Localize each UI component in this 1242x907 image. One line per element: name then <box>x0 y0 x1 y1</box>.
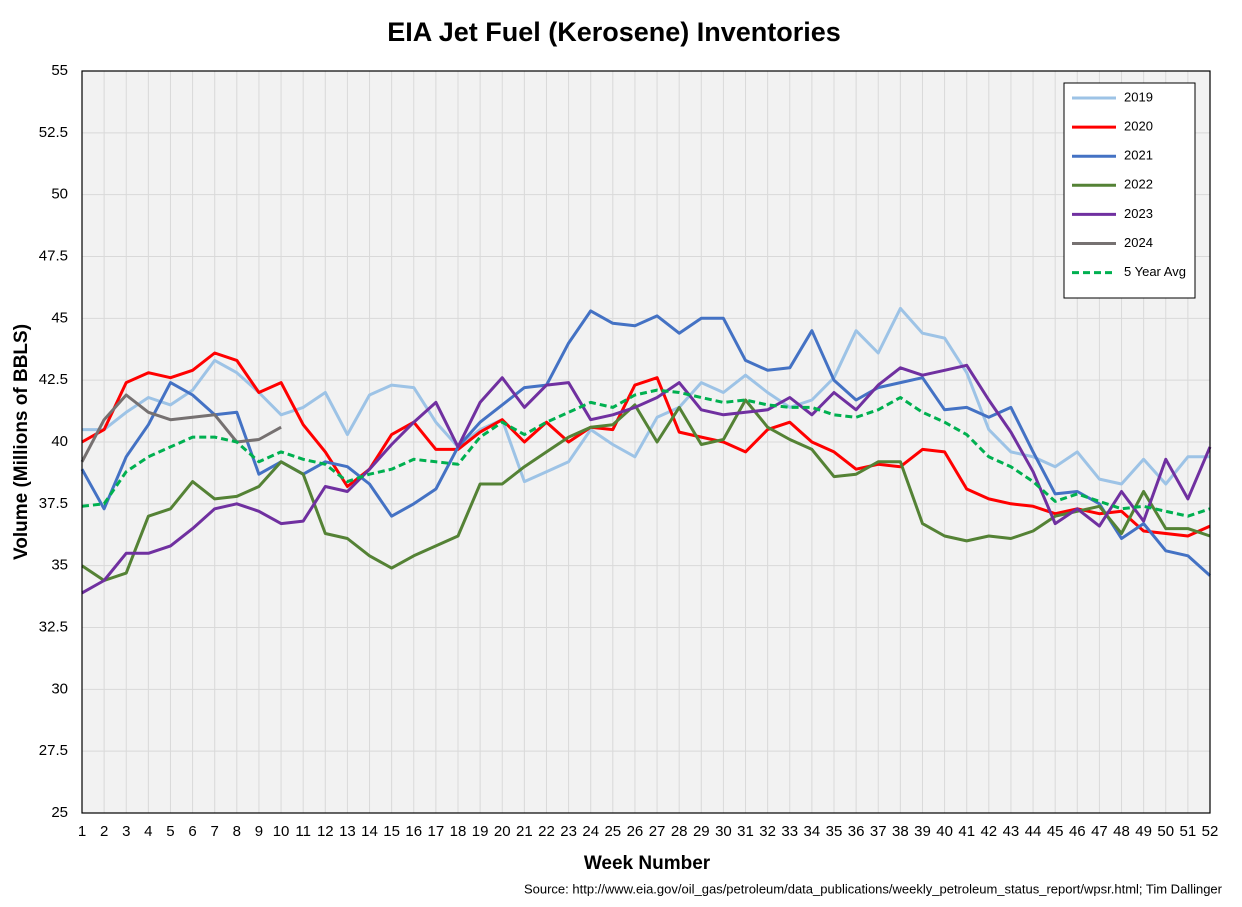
x-tick-label: 45 <box>1047 823 1064 840</box>
x-tick-label: 46 <box>1069 823 1086 840</box>
x-tick-label: 6 <box>188 823 196 840</box>
lines <box>80 306 1212 595</box>
x-tick-label: 9 <box>255 823 263 840</box>
x-tick-label: 27 <box>649 823 666 840</box>
y-tick-label: 55 <box>51 62 68 79</box>
x-tick-label: 21 <box>516 823 533 840</box>
x-tick-label: 23 <box>560 823 577 840</box>
x-tick-label: 14 <box>361 823 378 840</box>
x-tick-label: 17 <box>428 823 445 840</box>
y-tick-label: 47.5 <box>39 247 68 264</box>
y-tick-label: 32.5 <box>39 618 68 635</box>
plot-border <box>81 70 1211 814</box>
x-tick-label: 47 <box>1091 823 1108 840</box>
x-tick-label: 12 <box>317 823 334 840</box>
x-tick-label: 8 <box>233 823 241 840</box>
x-tick-label: 26 <box>627 823 644 840</box>
x-tick-label: 51 <box>1180 823 1197 840</box>
x-tick-label: 31 <box>737 823 754 840</box>
x-tick-label: 15 <box>383 823 400 840</box>
y-tick-label: 45 <box>51 309 68 326</box>
x-tick-label: 24 <box>582 823 599 840</box>
x-tick-label: 29 <box>693 823 710 840</box>
x-tick-label: 25 <box>604 823 621 840</box>
legend-label: 5 Year Avg <box>1124 264 1186 279</box>
legend-label: 2023 <box>1124 206 1153 221</box>
x-tick-label: 2 <box>100 823 108 840</box>
series-line <box>81 388 1211 518</box>
legend-box <box>1063 82 1196 299</box>
x-tick-label: 11 <box>295 823 311 840</box>
x-tick-label: 39 <box>914 823 931 840</box>
y-tick-label: 42.5 <box>39 371 68 388</box>
y-tick-label: 37.5 <box>39 495 68 512</box>
y-tick-label: 25 <box>51 804 68 821</box>
x-tick-label: 52 <box>1202 823 1219 840</box>
x-axis-label: Week Number <box>584 853 711 874</box>
chart-title: EIA Jet Fuel (Kerosene) Inventories <box>387 17 841 47</box>
legend-label: 2022 <box>1124 177 1153 192</box>
x-tick-label: 10 <box>273 823 290 840</box>
x-tick-label: 20 <box>494 823 511 840</box>
x-tick-label: 38 <box>892 823 909 840</box>
x-tick-label: 22 <box>538 823 555 840</box>
y-tick-label: 40 <box>51 433 68 450</box>
x-tick-label: 7 <box>211 823 219 840</box>
series-line <box>81 398 1211 582</box>
x-tick-label: 44 <box>1025 823 1042 840</box>
y-tick-label: 52.5 <box>39 124 68 141</box>
series-line <box>80 309 1212 577</box>
x-tick-label: 33 <box>781 823 798 840</box>
x-tick-label: 16 <box>405 823 422 840</box>
y-tick-label: 50 <box>51 186 68 203</box>
x-tick-label: 36 <box>848 823 865 840</box>
x-tick-label: 18 <box>450 823 467 840</box>
x-tick-label: 42 <box>980 823 997 840</box>
series-line <box>80 393 282 463</box>
legend-label: 2024 <box>1124 235 1153 250</box>
x-tick-label: 28 <box>671 823 688 840</box>
x-tick-label: 32 <box>759 823 776 840</box>
x-tick-label: 41 <box>958 823 975 840</box>
legend-label: 2019 <box>1124 89 1153 104</box>
y-tick-label: 30 <box>51 680 68 697</box>
x-tick-label: 35 <box>826 823 843 840</box>
x-tick-label: 4 <box>144 823 152 840</box>
x-tick-label: 43 <box>1003 823 1020 840</box>
x-tick-label: 19 <box>472 823 489 840</box>
x-tick-label: 34 <box>804 823 821 840</box>
x-tick-label: 37 <box>870 823 887 840</box>
x-tick-label: 1 <box>78 823 86 840</box>
x-tick-label: 13 <box>339 823 356 840</box>
source-note: Source: http://www.eia.gov/oil_gas/petro… <box>524 881 1223 896</box>
y-tick-label: 35 <box>51 557 68 574</box>
x-tick-label: 49 <box>1135 823 1152 840</box>
x-tick-label: 50 <box>1157 823 1174 840</box>
x-tick-label: 5 <box>166 823 174 840</box>
x-tick-label: 48 <box>1113 823 1130 840</box>
x-tick-label: 40 <box>936 823 953 840</box>
y-tick-label: 27.5 <box>39 742 68 759</box>
legend-label: 2021 <box>1124 148 1153 163</box>
x-tick-label: 3 <box>122 823 130 840</box>
x-tick-label: 30 <box>715 823 732 840</box>
legend: 2019 2020 2021 2022 2023 2024 5 Year Avg <box>1063 82 1196 299</box>
series-line <box>81 351 1211 538</box>
series-line <box>81 363 1212 595</box>
y-axis-label: Volume (Millions of BBLS) <box>11 324 32 560</box>
legend-label: 2020 <box>1124 119 1153 134</box>
